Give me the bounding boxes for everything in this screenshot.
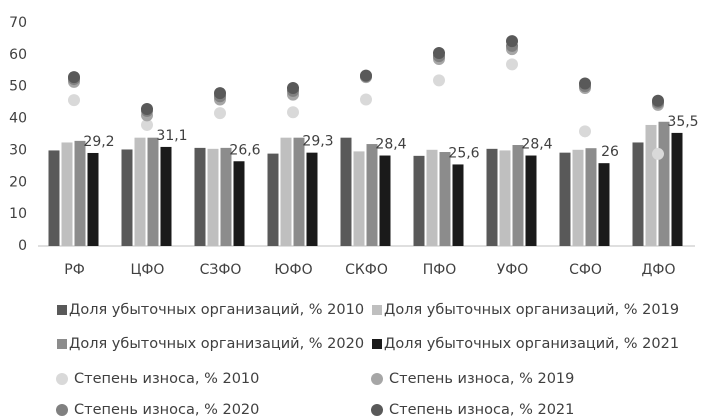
bar (512, 145, 524, 246)
bar (207, 148, 219, 246)
bar (413, 155, 425, 246)
bar (452, 164, 464, 246)
bar (499, 150, 511, 246)
marker (214, 107, 226, 120)
bar (160, 146, 172, 246)
x-tick-label: СФО (569, 262, 602, 278)
legend-label: Доля убыточных организаций, % 2021 (384, 336, 679, 352)
data-label: 31,1 (156, 128, 187, 144)
bar (74, 140, 86, 246)
legend-swatch (371, 373, 383, 385)
marker (652, 94, 664, 107)
bar (61, 142, 73, 246)
data-label: 25,6 (448, 145, 479, 161)
y-tick-label: 70 (9, 15, 27, 31)
data-label: 29,3 (302, 134, 333, 150)
data-label: 35,5 (667, 114, 698, 130)
y-tick-label: 10 (9, 206, 27, 222)
marker (287, 106, 299, 119)
marker (360, 93, 372, 106)
bar (306, 152, 318, 246)
legend-label: Степень износа, % 2010 (74, 371, 259, 387)
bar (632, 142, 644, 246)
y-tick-label: 0 (18, 238, 27, 254)
legend-label: Степень износа, % 2020 (74, 402, 259, 418)
bar (48, 150, 60, 246)
legend-swatch (372, 339, 382, 349)
marker (68, 94, 80, 107)
marker (360, 69, 372, 82)
x-tick-label: ПФО (423, 262, 457, 278)
data-label: 29,2 (83, 134, 114, 150)
marker (141, 118, 153, 131)
marker (506, 58, 518, 71)
legend-swatch (372, 305, 382, 315)
bar (233, 161, 245, 246)
bar (194, 147, 206, 246)
legend-label: Доля убыточных организаций, % 2019 (384, 302, 679, 318)
bar (379, 155, 391, 246)
bar (121, 149, 133, 246)
bar (572, 149, 584, 246)
bar (87, 152, 99, 246)
bar (366, 144, 378, 246)
data-label: 28,4 (521, 137, 552, 153)
marker (141, 103, 153, 116)
legend-label: Степень износа, % 2019 (389, 371, 574, 387)
bar (658, 121, 670, 246)
y-tick-label: 50 (9, 79, 27, 95)
x-tick-label: СЗФО (200, 262, 242, 278)
legend-swatch (56, 373, 68, 385)
bar (147, 137, 159, 246)
y-tick-label: 20 (9, 174, 27, 190)
x-tick-label: ЦФО (131, 262, 165, 278)
bar (439, 152, 451, 246)
marker (579, 77, 591, 90)
marker (506, 35, 518, 48)
x-tick-label: РФ (64, 262, 85, 278)
bar (220, 147, 232, 246)
bar (280, 137, 292, 246)
bar (671, 132, 683, 246)
x-tick-label: ЮФО (274, 262, 312, 278)
marker (214, 87, 226, 100)
legend-swatch (57, 305, 67, 315)
marker (287, 81, 299, 94)
bar (598, 163, 610, 246)
bar (267, 153, 279, 246)
legend-label: Степень износа, % 2021 (389, 402, 574, 418)
x-tick-label: СКФО (345, 262, 388, 278)
legend-swatch (56, 404, 68, 416)
bar (525, 155, 537, 246)
bar (340, 137, 352, 246)
data-label: 26 (601, 144, 619, 160)
y-tick-label: 40 (9, 111, 27, 127)
bar (486, 148, 498, 246)
data-label: 28,4 (375, 137, 406, 153)
bar (293, 137, 305, 246)
bar (426, 149, 438, 246)
x-tick-label: УФО (497, 262, 529, 278)
y-tick-label: 30 (9, 142, 27, 158)
legend-label: Доля убыточных организаций, % 2020 (69, 336, 364, 352)
y-tick-label: 60 (9, 47, 27, 63)
bar (559, 152, 571, 246)
marker (652, 147, 664, 160)
data-label: 26,6 (229, 142, 260, 158)
legend-label: Доля убыточных организаций, % 2010 (69, 302, 364, 318)
legend-swatch (57, 339, 67, 349)
legend-swatch (371, 404, 383, 416)
bar (585, 148, 597, 246)
marker (68, 71, 80, 84)
bar (645, 124, 657, 246)
x-tick-label: ДФО (641, 262, 675, 278)
marker (433, 46, 445, 59)
bar (353, 151, 365, 246)
marker (433, 74, 445, 87)
marker (579, 125, 591, 138)
bar (134, 137, 146, 246)
